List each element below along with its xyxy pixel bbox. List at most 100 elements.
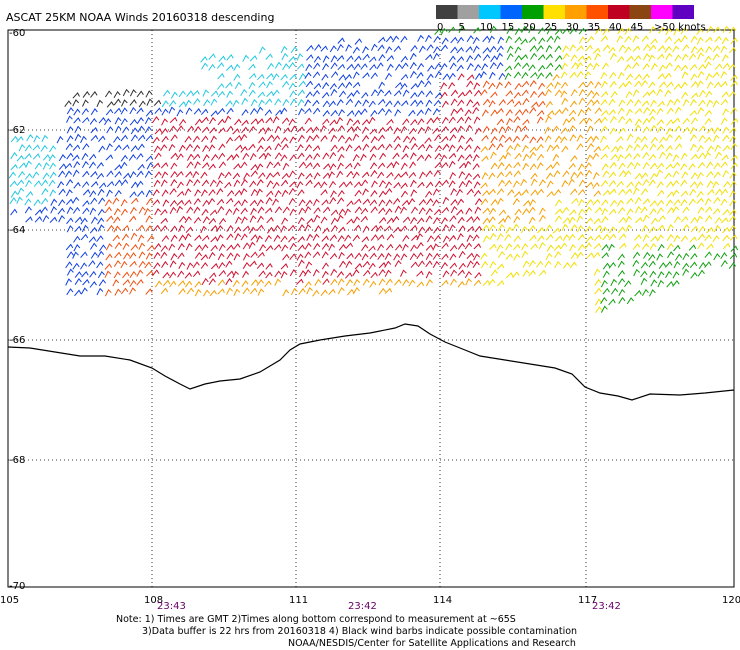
- wind-barb: [266, 90, 274, 98]
- wind-barb: [232, 99, 240, 107]
- wind-barb: [208, 197, 216, 206]
- time-labels: 23:43 23:42 23:42: [157, 601, 621, 612]
- wind-barb: [608, 226, 616, 234]
- wind-barb: [250, 287, 258, 295]
- wind-barb: [72, 196, 80, 204]
- wind-barb: [394, 205, 402, 213]
- wind-barb: [384, 72, 392, 80]
- wind-barb: [336, 98, 344, 106]
- wind-barb: [377, 143, 385, 151]
- wind-barb: [336, 214, 344, 223]
- wind-barb: [697, 233, 706, 241]
- wind-barb: [609, 115, 617, 123]
- wind-barb: [722, 234, 730, 242]
- wind-barb: [601, 163, 609, 171]
- wind-barb: [208, 189, 216, 196]
- wind-barb: [472, 163, 480, 170]
- wind-barb: [656, 199, 665, 207]
- wind-barb: [179, 215, 187, 223]
- wind-barb: [106, 126, 114, 134]
- wind-barb: [464, 172, 472, 180]
- wind-barb: [618, 82, 626, 89]
- wind-barb: [114, 164, 122, 171]
- wind-barb: [242, 54, 250, 62]
- wind-barb: [304, 251, 312, 259]
- wind-barb: [217, 288, 225, 295]
- wind-barb: [496, 52, 503, 61]
- wind-barb: [8, 171, 16, 179]
- wind-barb: [625, 117, 633, 125]
- wind-barb: [120, 260, 128, 269]
- wind-barb: [74, 125, 82, 134]
- wind-barb: [385, 181, 392, 189]
- wind-barb: [160, 245, 168, 252]
- wind-barb: [90, 171, 98, 178]
- wind-barb: [673, 244, 681, 252]
- wind-barb: [562, 118, 570, 126]
- wind-barb: [24, 153, 32, 160]
- wind-barb: [672, 206, 680, 214]
- wind-barb: [304, 281, 312, 288]
- time-label: 23:43: [157, 601, 186, 612]
- wind-barb: [264, 109, 273, 116]
- wind-barb: [537, 226, 545, 234]
- wind-barb: [682, 44, 690, 52]
- wind-barb: [416, 71, 424, 79]
- time-label: 23:42: [348, 601, 377, 612]
- wind-barb: [521, 71, 529, 79]
- wind-barb: [280, 45, 288, 54]
- wind-barb: [129, 171, 137, 179]
- wind-barb: [513, 71, 522, 79]
- wind-barb: [203, 99, 211, 107]
- wind-barb: [538, 214, 546, 222]
- wind-barb: [242, 270, 249, 278]
- wind-barb: [274, 152, 282, 160]
- wind-barb: [490, 109, 498, 117]
- wind-barb: [193, 98, 201, 105]
- wind-barb: [417, 90, 425, 98]
- wind-barb: [642, 214, 650, 222]
- wind-barb: [496, 108, 504, 115]
- wind-barb: [216, 198, 225, 206]
- wind-barb: [82, 116, 90, 124]
- wind-barb: [90, 108, 98, 116]
- wind-barb: [218, 217, 227, 225]
- wind-barb: [330, 217, 338, 225]
- wind-barb: [640, 206, 648, 214]
- wind-barb: [506, 52, 514, 61]
- wind-barb: [298, 161, 307, 169]
- wind-barb: [513, 170, 521, 178]
- wind-barb: [722, 126, 730, 134]
- wind-barb: [104, 199, 112, 207]
- wind-barb: [642, 161, 650, 170]
- wind-barb: [289, 208, 297, 216]
- wind-barb: [72, 206, 81, 214]
- wind-barb: [504, 214, 511, 223]
- wind-barb: [234, 81, 242, 89]
- wind-barb: [288, 197, 296, 206]
- wind-barb: [96, 162, 104, 169]
- wind-barb: [162, 279, 171, 287]
- wind-barb: [360, 108, 368, 116]
- wind-barb: [352, 89, 360, 97]
- wind-barb: [104, 206, 112, 214]
- wind-barb: [32, 153, 41, 160]
- wind-barb: [681, 262, 690, 270]
- wind-barb: [705, 90, 713, 98]
- wind-barb: [185, 226, 194, 234]
- wind-barb: [394, 259, 402, 268]
- wind-barb: [26, 134, 34, 142]
- wind-barb: [696, 181, 704, 189]
- wind-barb: [512, 271, 520, 279]
- wind-barb: [352, 234, 360, 242]
- legend-swatch: [586, 5, 608, 19]
- wind-barb: [200, 171, 208, 179]
- wind-barb: [721, 91, 729, 98]
- wind-barb: [178, 118, 187, 126]
- wind-barb: [498, 99, 506, 106]
- wind-barb: [337, 162, 344, 170]
- wind-barb: [609, 199, 618, 207]
- wind-barb: [704, 197, 712, 206]
- wind-barb: [250, 170, 258, 177]
- wind-barb: [153, 179, 161, 187]
